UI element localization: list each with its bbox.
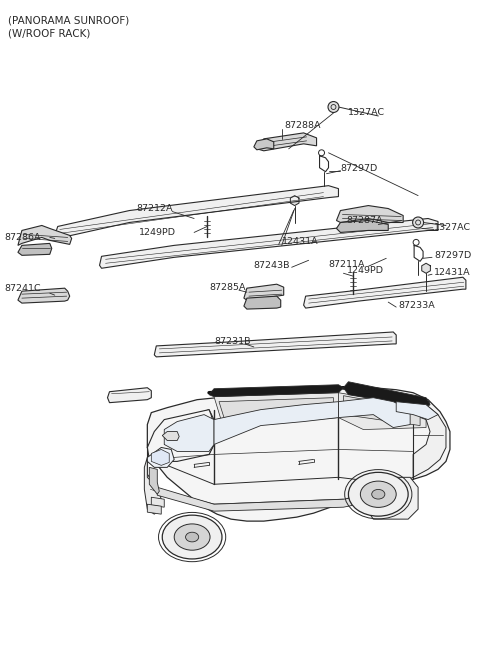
Polygon shape [147, 447, 174, 467]
Text: (W/ROOF RACK): (W/ROOF RACK) [8, 28, 90, 38]
Ellipse shape [348, 472, 408, 516]
Polygon shape [147, 388, 450, 521]
Polygon shape [147, 409, 214, 461]
Polygon shape [366, 478, 418, 519]
Ellipse shape [174, 524, 210, 550]
Polygon shape [144, 457, 161, 514]
Polygon shape [154, 332, 396, 357]
Ellipse shape [360, 481, 396, 507]
Text: 87286A: 87286A [4, 233, 40, 242]
Text: 1249PD: 1249PD [347, 266, 384, 275]
Text: 87212A: 87212A [136, 204, 173, 213]
Polygon shape [209, 384, 344, 397]
Polygon shape [164, 415, 214, 451]
Ellipse shape [372, 489, 385, 499]
Polygon shape [214, 393, 338, 424]
Text: 87243B: 87243B [254, 261, 290, 270]
Polygon shape [244, 284, 284, 300]
Polygon shape [219, 398, 334, 418]
Polygon shape [162, 432, 179, 440]
Text: 87241C: 87241C [4, 283, 41, 293]
Text: 87297D: 87297D [434, 251, 471, 260]
Polygon shape [244, 296, 281, 309]
Ellipse shape [162, 515, 222, 559]
Polygon shape [151, 449, 169, 465]
Polygon shape [304, 277, 466, 308]
Text: 12431A: 12431A [434, 268, 471, 277]
Text: 1327AC: 1327AC [348, 108, 385, 117]
Text: 87211A: 87211A [328, 260, 365, 269]
Circle shape [328, 102, 339, 112]
Polygon shape [151, 497, 164, 507]
Polygon shape [18, 226, 72, 245]
Text: 1327AC: 1327AC [434, 223, 471, 232]
Polygon shape [344, 382, 430, 407]
Text: 87288A: 87288A [285, 121, 321, 131]
Polygon shape [413, 405, 446, 478]
Polygon shape [108, 388, 151, 403]
Text: 1249PD: 1249PD [139, 228, 176, 237]
Ellipse shape [186, 532, 199, 542]
Polygon shape [154, 409, 214, 457]
Polygon shape [254, 139, 274, 150]
Polygon shape [338, 398, 410, 428]
Circle shape [413, 217, 423, 228]
Polygon shape [157, 487, 373, 511]
Text: 87285A: 87285A [209, 283, 246, 292]
Polygon shape [214, 401, 338, 445]
Polygon shape [99, 218, 438, 268]
Polygon shape [55, 186, 338, 238]
Polygon shape [338, 393, 426, 430]
Polygon shape [257, 133, 317, 151]
Text: 87233A: 87233A [398, 300, 435, 310]
Text: 87297D: 87297D [340, 164, 378, 173]
Polygon shape [422, 263, 431, 274]
Polygon shape [18, 243, 52, 255]
Polygon shape [336, 205, 403, 222]
Polygon shape [396, 401, 438, 420]
Text: 87231B: 87231B [214, 337, 251, 346]
Polygon shape [149, 467, 159, 494]
Polygon shape [18, 288, 70, 303]
Text: (PANORAMA SUNROOF): (PANORAMA SUNROOF) [8, 16, 129, 26]
Text: 87287A: 87287A [347, 216, 383, 225]
Text: 12431A: 12431A [282, 237, 318, 246]
Polygon shape [290, 195, 299, 205]
Polygon shape [336, 220, 388, 232]
Polygon shape [147, 504, 161, 514]
Polygon shape [344, 396, 420, 426]
